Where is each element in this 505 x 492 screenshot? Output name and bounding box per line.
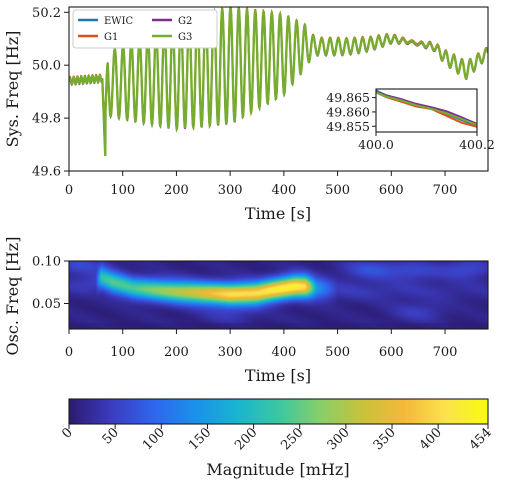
y-tick-label: 49.6 — [32, 165, 61, 180]
heatmap-x-tick-label: 400 — [271, 345, 296, 360]
colorbar-frame — [68, 398, 489, 425]
heatmap-x-tick-label: 700 — [433, 345, 458, 360]
inset-y-tick-label: 49.865 — [326, 90, 370, 105]
heatmap-y-ticks: 0.05 0.10 — [32, 255, 69, 312]
legend: EWIC G1 G2 G3 — [72, 9, 218, 49]
inset-line-g2 — [376, 90, 477, 125]
colorbar-tick-label: 300 — [325, 425, 353, 453]
heatmap-x-axis-label: Time [s] — [245, 366, 311, 385]
colorbar: 0 50 100 150 200 250 300 350 400 454 Magnitude [m… — [59, 398, 495, 479]
heatmap-canvas-wrapper — [69, 261, 488, 329]
colorbar-tick-label: 400 — [417, 425, 445, 453]
heatmap-x-tick-label: 300 — [218, 345, 243, 360]
inset-frame — [375, 88, 478, 133]
top-x-axis-label: Time [s] — [245, 204, 311, 223]
colorbar-gradient — [69, 399, 488, 424]
x-tick-label: 600 — [379, 183, 404, 198]
top-plot-frame — [68, 6, 489, 172]
heatmap-panel: 0 100 200 300 400 500 600 700 0.05 0.10 Time [s]… — [3, 237, 489, 385]
top-y-axis-label: Sys. Freq [Hz] — [3, 31, 22, 148]
colorbar-tick-label: 200 — [232, 425, 260, 453]
colorbar-tick-label: 50 — [100, 425, 122, 447]
x-tick-label: 700 — [433, 183, 458, 198]
heatmap-x-tick-label: 100 — [110, 345, 135, 360]
colorbar-label: Magnitude [mHz] — [206, 460, 349, 479]
x-tick-label: 400 — [271, 183, 296, 198]
top-x-ticks: 0 100 200 300 400 500 600 700 — [65, 171, 458, 198]
y-tick-label: 50.2 — [32, 6, 61, 21]
x-tick-label: 100 — [110, 183, 135, 198]
colorbar-tick-label: 150 — [186, 425, 214, 453]
x-tick-label: 200 — [164, 183, 189, 198]
heatmap-y-axis-label: Osc. Freq [Hz] — [3, 237, 22, 356]
heatmap-x-tick-label: 200 — [164, 345, 189, 360]
legend-label-g2: G2 — [178, 16, 192, 27]
inset-series-group — [376, 89, 477, 128]
heatmap-y-tick-label: 0.05 — [32, 297, 61, 312]
colorbar-tick-label: 350 — [371, 425, 399, 453]
colorbar-tick-label: 0 — [59, 425, 75, 441]
y-tick-label: 50.0 — [32, 59, 61, 74]
heatmap-canvas — [69, 261, 488, 329]
x-tick-label: 0 — [65, 183, 73, 198]
y-tick-label: 49.8 — [32, 112, 61, 127]
colorbar-ticks: 0 50 100 150 200 250 300 350 400 454 — [59, 424, 495, 453]
inset-line-g3 — [376, 91, 477, 127]
heatmap-x-tick-label: 500 — [325, 345, 350, 360]
inset-x-tick-label: 400.2 — [459, 137, 495, 152]
inset-background — [376, 89, 477, 132]
heatmap-y-tick-label: 0.10 — [32, 255, 61, 270]
legend-label-g1: G1 — [104, 32, 118, 43]
colorbar-tick-label: 100 — [140, 425, 168, 453]
colorbar-tick-label: 454 — [467, 425, 495, 453]
legend-label-ewic: EWIC — [104, 16, 134, 27]
inset-y-tick-label: 49.860 — [326, 104, 370, 119]
inset-y-tick-label: 49.855 — [326, 119, 370, 134]
heatmap-x-tick-label: 600 — [379, 345, 404, 360]
colorbar-tick-label: 250 — [278, 425, 306, 453]
heatmap-x-ticks: 0 100 200 300 400 500 600 700 — [65, 329, 458, 360]
top-y-ticks: 49.6 49.8 50.0 50.2 — [32, 6, 69, 180]
x-tick-label: 300 — [218, 183, 243, 198]
inset-x-tick-label: 400.0 — [358, 137, 394, 152]
top-panel: 0 100 200 300 400 500 600 700 49.649.850.050.2 … — [3, 6, 495, 223]
heatmap-frame — [68, 260, 489, 330]
heatmap-x-tick-label: 0 — [65, 345, 73, 360]
legend-box — [72, 9, 218, 49]
legend-label-g3: G3 — [178, 32, 192, 43]
x-tick-label: 500 — [325, 183, 350, 198]
